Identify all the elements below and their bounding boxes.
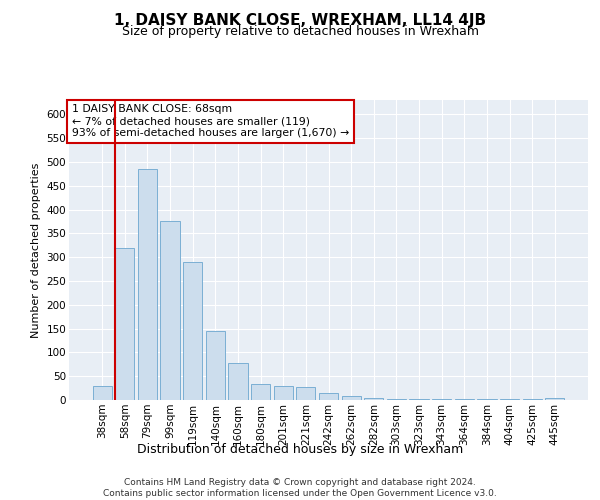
Text: 1, DAISY BANK CLOSE, WREXHAM, LL14 4JB: 1, DAISY BANK CLOSE, WREXHAM, LL14 4JB [114, 12, 486, 28]
Bar [251, 384, 270, 400]
Y-axis label: Number of detached properties: Number of detached properties [31, 162, 41, 338]
Bar [160, 222, 180, 400]
Bar [477, 399, 497, 400]
Text: Contains HM Land Registry data © Crown copyright and database right 2024.
Contai: Contains HM Land Registry data © Crown c… [103, 478, 497, 498]
Bar [409, 398, 428, 400]
Bar [92, 386, 112, 400]
Bar [274, 386, 293, 400]
Text: Distribution of detached houses by size in Wrexham: Distribution of detached houses by size … [137, 442, 463, 456]
Bar [387, 398, 406, 400]
Bar [545, 398, 565, 400]
Text: 1 DAISY BANK CLOSE: 68sqm
← 7% of detached houses are smaller (119)
93% of semi-: 1 DAISY BANK CLOSE: 68sqm ← 7% of detach… [71, 104, 349, 138]
Bar [500, 398, 519, 400]
Bar [206, 331, 225, 400]
Bar [523, 399, 542, 400]
Bar [455, 398, 474, 400]
Bar [138, 169, 157, 400]
Bar [432, 398, 451, 400]
Bar [183, 262, 202, 400]
Bar [229, 364, 248, 400]
Bar [319, 393, 338, 400]
Bar [115, 248, 134, 400]
Bar [364, 398, 383, 400]
Bar [341, 396, 361, 400]
Text: Size of property relative to detached houses in Wrexham: Size of property relative to detached ho… [121, 25, 479, 38]
Bar [296, 387, 316, 400]
